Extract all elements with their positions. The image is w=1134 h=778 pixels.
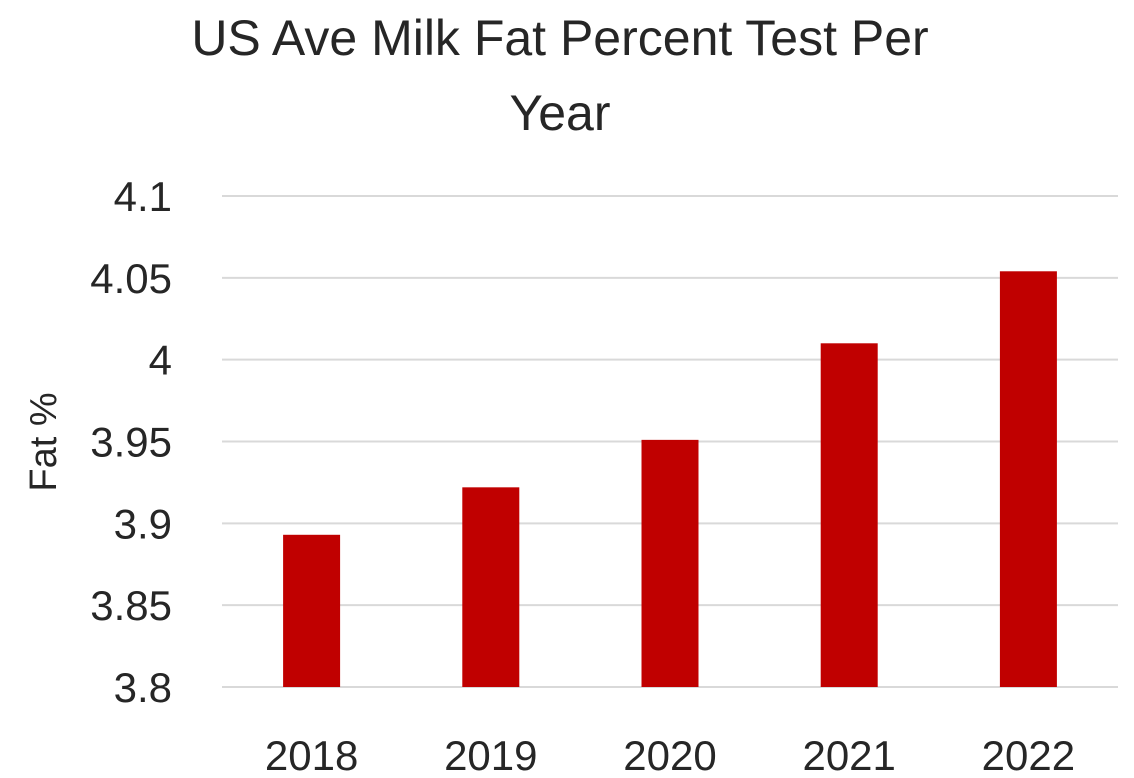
- x-tick-label: 2019: [444, 732, 537, 778]
- y-tick-label: 4.05: [90, 255, 172, 302]
- chart-title-line-2: Year: [509, 85, 610, 141]
- x-tick-label: 2018: [265, 732, 358, 778]
- bar-2021: [820, 343, 878, 687]
- y-axis-title: Fat %: [23, 392, 65, 491]
- chart-title: US Ave Milk Fat Percent Test Per Year: [191, 10, 928, 141]
- y-tick-label: 4: [149, 337, 172, 384]
- x-tick-label: 2020: [623, 732, 716, 778]
- y-axis-tick-labels: 3.8 3.85 3.9 3.95 4 4.05 4.1: [90, 173, 172, 711]
- x-tick-label: 2021: [802, 732, 895, 778]
- x-axis-tick-labels: 2018 2019 2020 2021 2022: [265, 732, 1075, 778]
- y-tick-label: 3.85: [90, 582, 172, 629]
- bar-2022: [999, 271, 1057, 687]
- bars: [283, 271, 1057, 687]
- bar-2020: [641, 439, 699, 687]
- y-tick-label: 3.9: [114, 500, 172, 547]
- y-tick-label: 3.95: [90, 419, 172, 466]
- bar-2019: [462, 487, 520, 687]
- x-tick-label: 2022: [982, 732, 1075, 778]
- y-tick-label: 3.8: [114, 664, 172, 711]
- chart-title-line-1: US Ave Milk Fat Percent Test Per: [191, 10, 928, 66]
- bar-2018: [283, 534, 341, 687]
- y-tick-label: 4.1: [114, 173, 172, 220]
